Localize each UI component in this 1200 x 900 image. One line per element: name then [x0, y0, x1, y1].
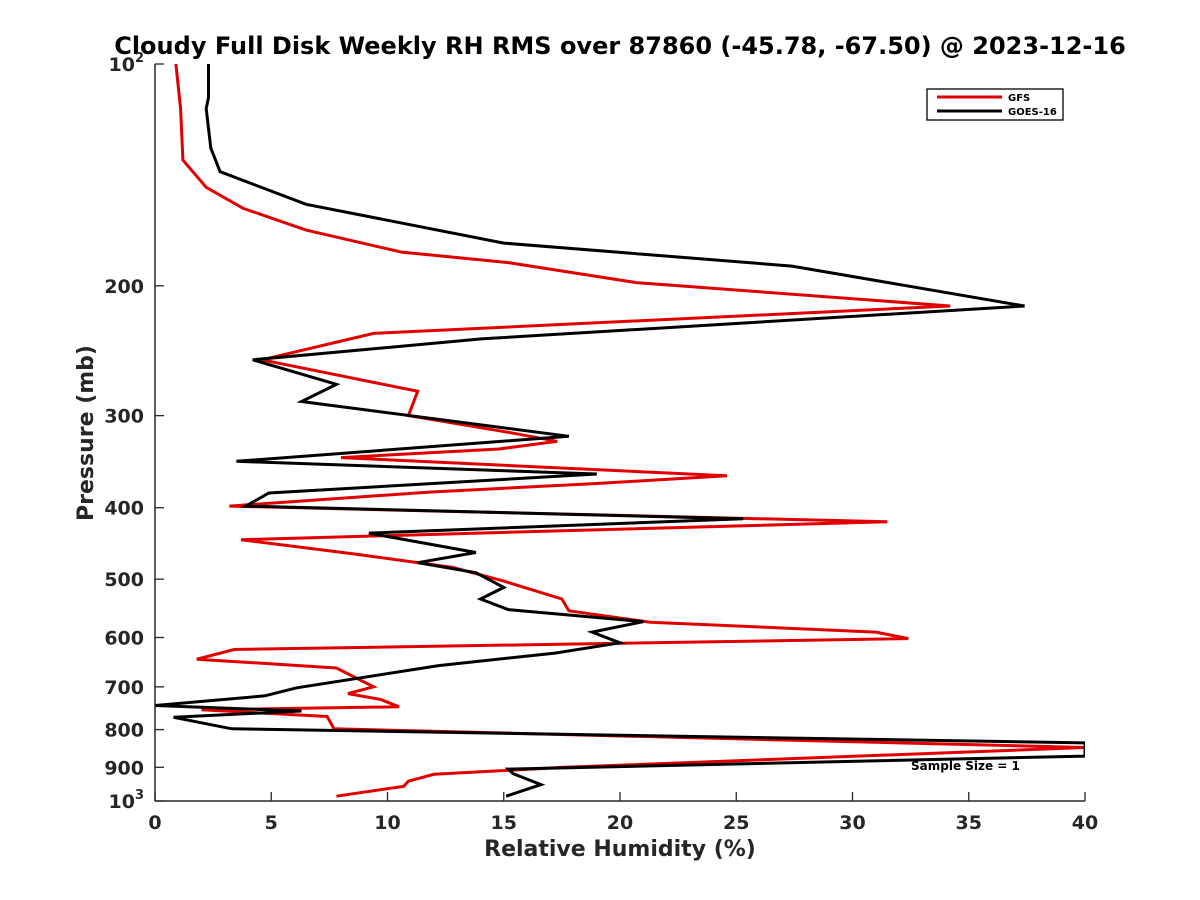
- x-tick-label: 35: [956, 812, 982, 834]
- y-tick-label: 300: [104, 406, 144, 428]
- y-tick-label: 103: [109, 788, 145, 813]
- y-axis-ticks: 102 200 300 400 500 600 700 800 900 103: [104, 51, 164, 813]
- x-tick-label: 25: [723, 812, 749, 834]
- x-tick-label: 40: [1072, 812, 1098, 834]
- x-tick-label: 5: [265, 812, 278, 834]
- x-tick-label: 30: [839, 812, 865, 834]
- x-tick-label: 10: [374, 812, 400, 834]
- y-axis-label: Pressure (mb): [74, 345, 99, 521]
- legend-label: GFS: [1008, 93, 1030, 104]
- legend-items: GFS GOES-16: [937, 93, 1057, 118]
- x-axis-label: Relative Humidity (%): [484, 837, 756, 862]
- sample-size-annotation: Sample Size = 1: [911, 759, 1020, 773]
- y-tick-label: 200: [104, 276, 144, 298]
- legend: GFS GOES-16: [926, 88, 1064, 121]
- x-tick-label: 20: [607, 812, 633, 834]
- x-axis-ticks: 0 5 10 15 20 25 30 35 40: [148, 792, 1098, 834]
- plot-frame: [155, 64, 1085, 801]
- y-tick-label: 700: [104, 677, 144, 699]
- y-tick-label: 600: [104, 627, 144, 649]
- series-group: [155, 64, 1085, 798]
- plot-area: [155, 64, 1085, 801]
- chart-title: Cloudy Full Disk Weekly RH RMS over 8786…: [114, 32, 1126, 60]
- series-line-gfs: [174, 64, 1085, 798]
- x-tick-label: 0: [148, 812, 161, 834]
- legend-label: GOES-16: [1008, 107, 1057, 118]
- y-tick-label: 102: [109, 51, 145, 76]
- y-tick-label: 400: [104, 498, 144, 520]
- y-tick-label: 800: [104, 720, 144, 742]
- x-tick-label: 15: [491, 812, 517, 834]
- series-line-goes16: [155, 64, 1085, 798]
- y-tick-label: 500: [104, 569, 144, 591]
- y-tick-label: 900: [104, 757, 144, 779]
- legend-box: [926, 88, 1064, 121]
